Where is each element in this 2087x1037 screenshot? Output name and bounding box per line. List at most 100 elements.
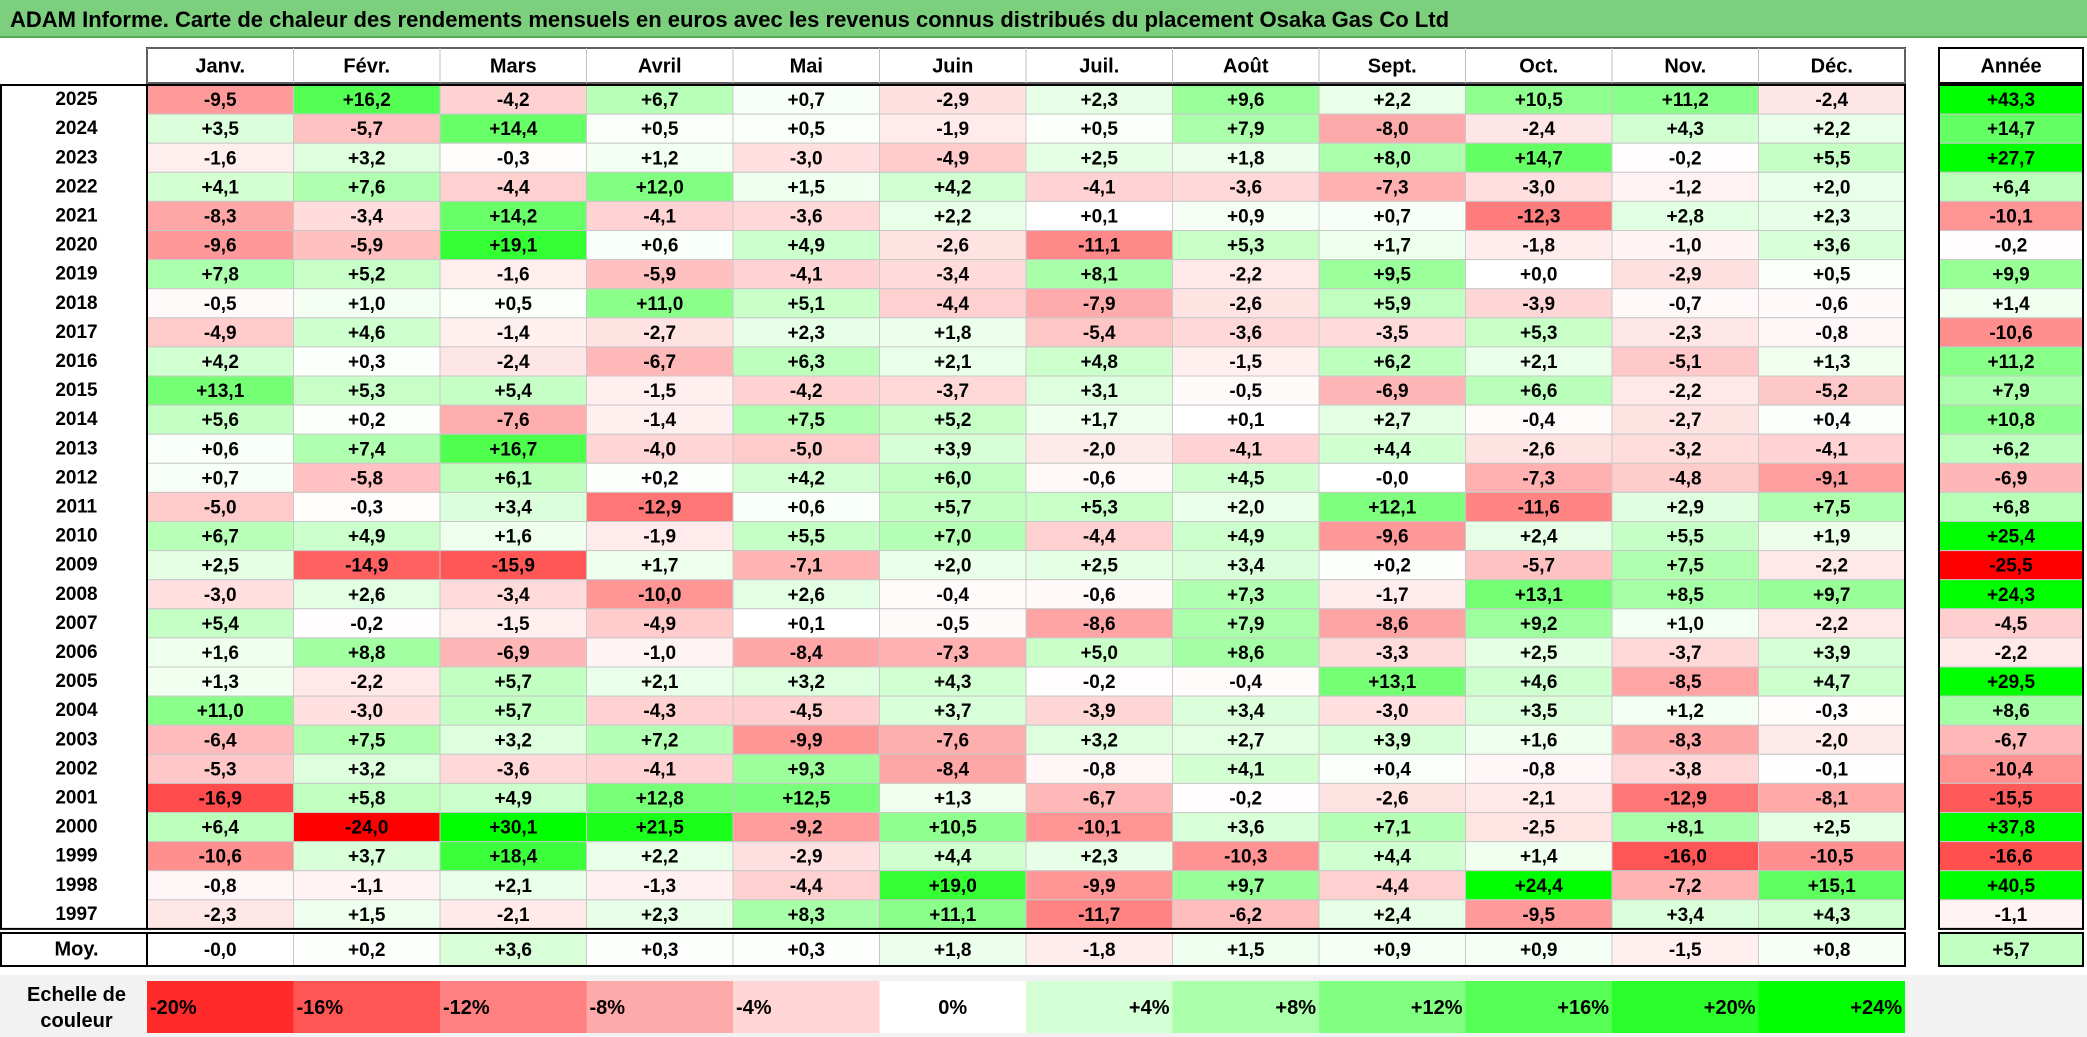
heatmap-cell: [146, 899, 294, 930]
heatmap-cell: [732, 666, 880, 697]
heatmap-cell: [732, 288, 880, 319]
annual-cell: [1938, 521, 2084, 552]
cell-value: +9,7: [1813, 585, 1851, 606]
heatmap-cell: [586, 259, 734, 290]
year-label: 2015: [55, 380, 98, 401]
heatmap-cell: [1172, 404, 1320, 435]
cell-value: +0,6: [201, 439, 239, 460]
heatmap-cell: [1172, 841, 1320, 872]
cell-value: +4,4: [1373, 439, 1411, 460]
heatmap-cell: [439, 346, 587, 377]
heatmap-cell: [1611, 782, 1759, 814]
heatmap-cell: [293, 433, 441, 464]
cell-value: +7,1: [1373, 818, 1411, 839]
heatmap-cell: [879, 753, 1027, 784]
cell-value: +14,7: [1515, 148, 1563, 169]
cell-value: +0,6: [787, 497, 825, 518]
cell-value: +7,9: [1227, 119, 1265, 140]
cell-value: -2,7: [643, 323, 676, 344]
cell-value: +2,2: [1373, 90, 1411, 111]
heatmap-cell: [293, 142, 441, 173]
heatmap-cell: [1025, 521, 1173, 552]
cell-value: -8,6: [1376, 614, 1409, 635]
cell-value: -1,9: [643, 527, 676, 548]
heatmap-cell: [1611, 346, 1759, 377]
heatmap-cell: [1758, 259, 1906, 290]
color-scale-stop: +8%: [1275, 997, 1316, 1019]
cell-value: -16,0: [1664, 847, 1707, 868]
cell-value: +0,5: [641, 119, 679, 140]
heatmap-cell: [1611, 317, 1759, 348]
cell-value: -7,6: [936, 730, 969, 751]
heatmap-cell: [1611, 579, 1759, 610]
heatmap-cell: [293, 259, 441, 290]
cell-value: -0,8: [1815, 323, 1848, 344]
heatmap-cell: [439, 84, 587, 115]
cell-value: +2,9: [1666, 497, 1704, 518]
heatmap-cell: [1611, 375, 1759, 406]
cell-value: -2,7: [1669, 410, 1702, 431]
cell-value: -0,5: [204, 294, 237, 315]
annual-value: +27,7: [1987, 148, 2035, 169]
cell-value: +13,1: [196, 381, 245, 402]
heatmap-cell: [1465, 608, 1613, 639]
year-label: 2022: [55, 176, 97, 197]
heatmap-cell: [1465, 142, 1613, 173]
cell-value: +4,1: [201, 177, 239, 198]
annual-value: +40,5: [1987, 876, 2036, 897]
heatmap-cell: [879, 550, 1027, 581]
cell-value: +5,3: [348, 381, 386, 402]
cell-value: -4,9: [204, 323, 237, 344]
heatmap-cell: [586, 550, 734, 581]
cell-value: +3,9: [1813, 643, 1851, 664]
cell-value: +3,2: [494, 730, 532, 751]
heatmap-cell: [439, 433, 587, 464]
heatmap-cell: [1465, 550, 1613, 581]
cell-value: +2,2: [641, 847, 679, 868]
cell-value: -9,9: [790, 730, 823, 751]
heatmap-cell: [293, 841, 441, 872]
cell-value: -3,7: [1669, 643, 1702, 664]
month-header: Mars: [490, 56, 537, 78]
heatmap-cell: [879, 113, 1027, 144]
cell-value: -6,7: [1083, 788, 1116, 809]
cell-value: +0,1: [1227, 410, 1265, 431]
cell-value: +5,5: [787, 527, 825, 548]
cell-value: +6,7: [201, 527, 239, 548]
heatmap-cell: [1611, 753, 1759, 784]
year-label: 1999: [55, 846, 97, 867]
cell-value: -8,0: [1376, 119, 1409, 140]
average-value: +1,8: [934, 940, 972, 961]
year-label: 2011: [56, 496, 98, 517]
heatmap-cell: [293, 753, 441, 784]
annual-value: -1,1: [1995, 905, 2028, 926]
cell-value: -3,3: [1376, 643, 1409, 664]
heatmap-cell: [1172, 375, 1320, 406]
cell-value: +4,9: [348, 527, 386, 548]
heatmap-cell: [586, 521, 734, 552]
cell-value: +15,1: [1808, 876, 1857, 897]
cell-value: +2,5: [1813, 818, 1851, 839]
cell-value: +11,0: [197, 701, 244, 722]
cell-value: -6,7: [643, 352, 676, 373]
cell-value: -3,9: [1083, 701, 1116, 722]
cell-value: -4,2: [497, 90, 530, 111]
cell-value: -7,9: [1083, 294, 1116, 315]
cell-value: -1,5: [643, 381, 676, 402]
cell-value: +3,7: [348, 847, 386, 868]
heatmap-cell: [1611, 230, 1759, 261]
cell-value: +3,6: [1813, 236, 1851, 257]
cell-value: -3,5: [1376, 323, 1409, 344]
cell-value: +4,2: [934, 177, 972, 198]
cell-value: +0,9: [1227, 206, 1265, 227]
cell-value: +0,3: [348, 352, 386, 373]
year-label: 2006: [55, 642, 97, 663]
cell-value: -0,2: [1083, 672, 1116, 693]
cell-value: +12,8: [636, 788, 684, 809]
annual-value: -4,5: [1995, 614, 2028, 635]
annual-value: +6,4: [1992, 177, 2030, 198]
cell-value: +1,7: [1080, 410, 1118, 431]
heatmap-cell: [1025, 200, 1173, 231]
cell-value: -2,2: [1669, 381, 1702, 402]
cell-value: -3,0: [350, 701, 383, 722]
